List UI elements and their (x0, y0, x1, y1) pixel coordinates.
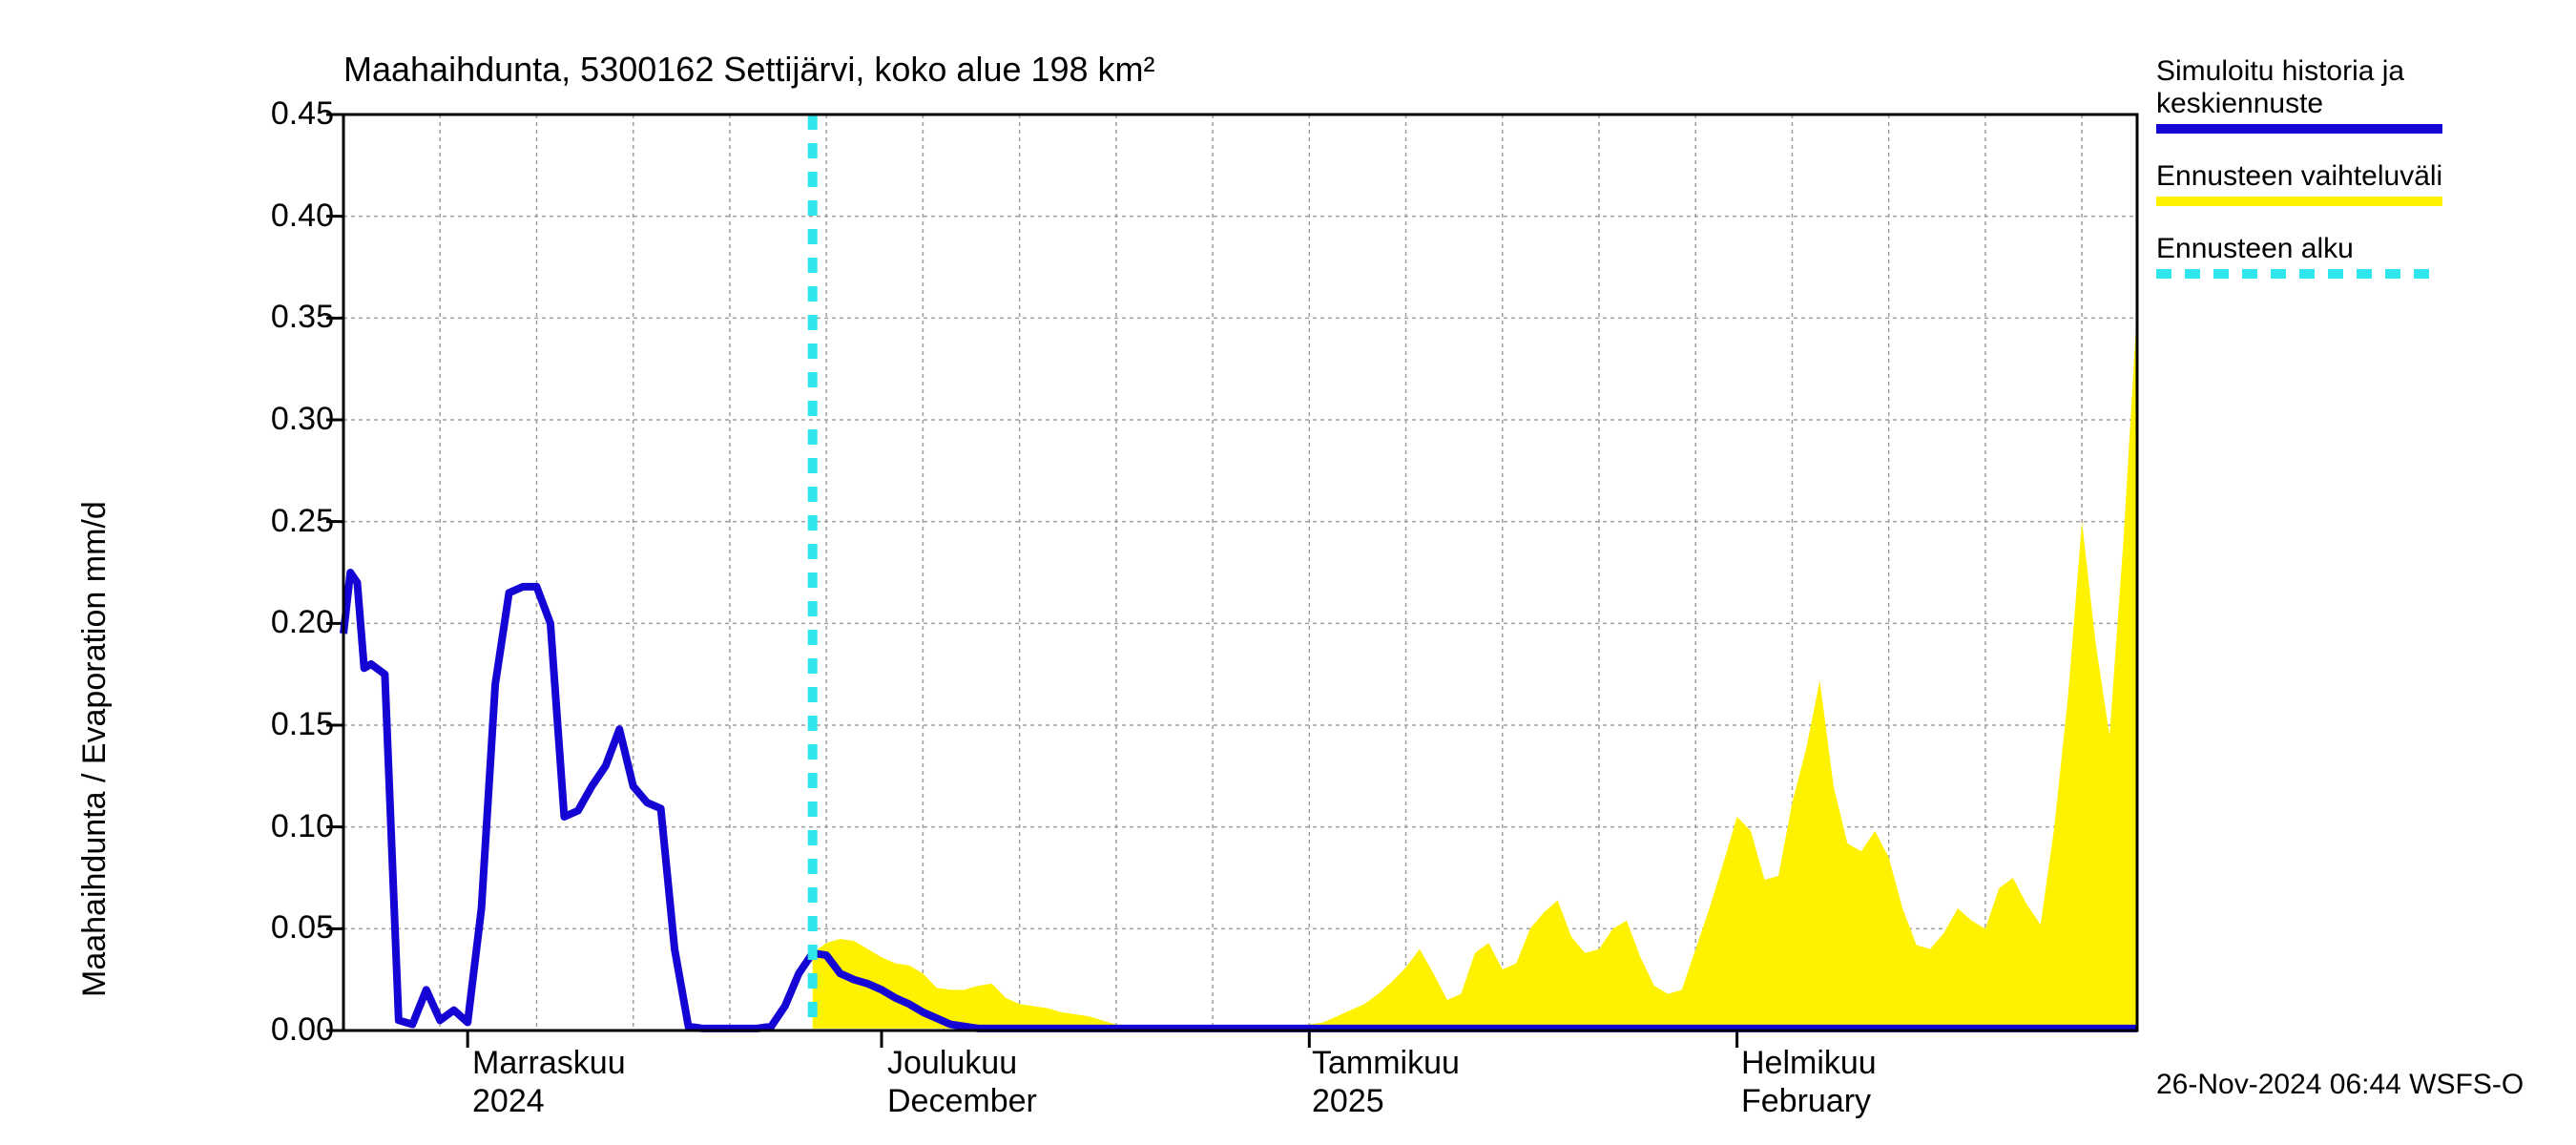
xmajor-1-l2: December (887, 1083, 1037, 1120)
y-axis-label: Maahaihdunta / Evaporation mm/d (76, 501, 114, 997)
ytick-5: 0.25 (248, 503, 334, 540)
legend-0-line2: keskiennuste (2156, 88, 2323, 121)
ytick-1: 0.05 (248, 909, 334, 947)
legend-2-line1: Ennusteen alku (2156, 233, 2354, 266)
xmajor-2-l1: Tammikuu (1312, 1045, 1460, 1082)
legend-1-line1: Ennusteen vaihteluväli (2156, 160, 2442, 194)
ytick-2: 0.10 (248, 808, 334, 845)
xmajor-3-l2: February (1741, 1083, 1871, 1120)
xmajor-0-l2: 2024 (472, 1083, 545, 1120)
legend-0-line1: Simuloitu historia ja (2156, 55, 2404, 89)
footer-timestamp: 26-Nov-2024 06:44 WSFS-O (2156, 1069, 2524, 1101)
legend-swatch-1 (2156, 197, 2442, 206)
chart-title: Maahaihdunta, 5300162 Settijärvi, koko a… (343, 50, 1155, 90)
ytick-7: 0.35 (248, 299, 334, 336)
xmajor-0-l1: Marraskuu (472, 1045, 626, 1082)
ytick-0: 0.00 (248, 1011, 334, 1049)
xmajor-1-l1: Joulukuu (887, 1045, 1017, 1082)
legend-swatch-2 (2156, 269, 2442, 279)
ytick-6: 0.30 (248, 401, 334, 438)
xmajor-3-l1: Helmikuu (1741, 1045, 1877, 1082)
ytick-9: 0.45 (248, 95, 334, 133)
ytick-4: 0.20 (248, 604, 334, 641)
legend-swatch-0 (2156, 124, 2442, 134)
ytick-8: 0.40 (248, 198, 334, 235)
ytick-3: 0.15 (248, 706, 334, 743)
xmajor-2-l2: 2025 (1312, 1083, 1384, 1120)
